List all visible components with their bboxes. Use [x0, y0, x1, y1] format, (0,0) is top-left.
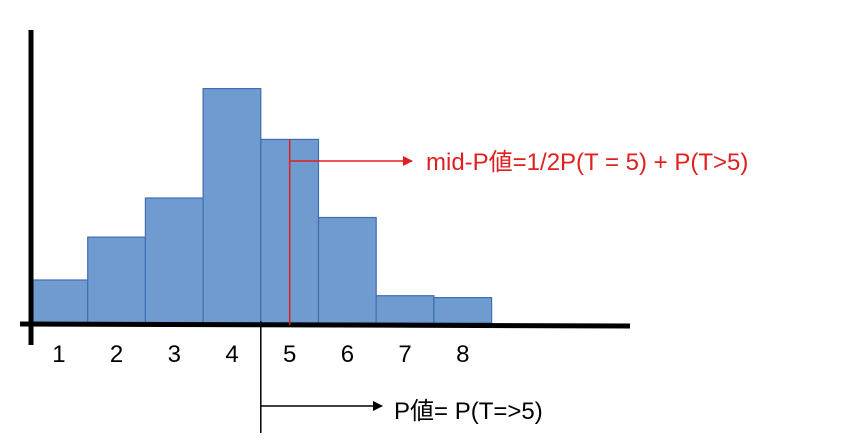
x-axis	[19, 321, 631, 329]
bar-3	[144, 197, 204, 324]
x-tick-label-5: 5	[283, 341, 296, 368]
bar-1	[29, 279, 89, 324]
x-tick-label-7: 7	[398, 341, 411, 368]
x-tick-label-6: 6	[341, 341, 354, 368]
x-tick-label-8: 8	[456, 341, 469, 368]
bar-2	[87, 236, 146, 324]
x-tick-label-4: 4	[225, 341, 238, 368]
x-tick-label-3: 3	[168, 341, 181, 368]
bar-6	[317, 216, 377, 324]
bar-7	[375, 295, 435, 324]
mid-p-label: mid-P値=1/2P(T = 5) + P(T>5)	[426, 149, 748, 176]
x-tick-labels: 1 2 3 4 5 6 7 8	[52, 341, 469, 368]
x-tick-label-1: 1	[52, 341, 65, 368]
bar-4	[202, 87, 262, 324]
bar-8	[433, 297, 493, 324]
x-tick-label-2: 2	[110, 341, 123, 368]
p-value-label: P値= P(T=>5)	[394, 398, 543, 425]
bars-group	[29, 87, 493, 324]
